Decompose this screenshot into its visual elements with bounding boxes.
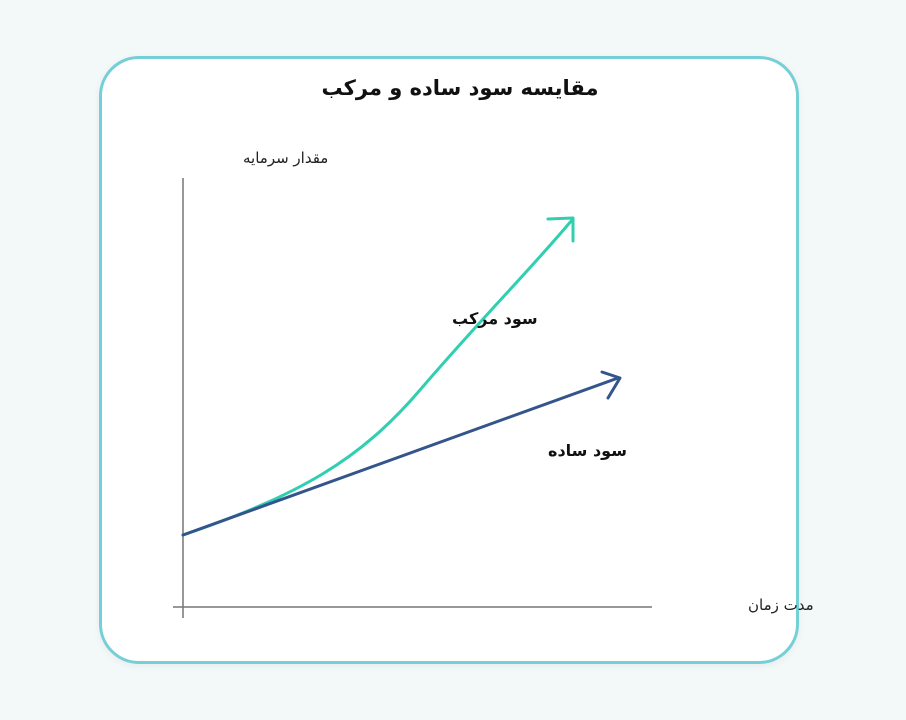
diagram-title: مقایسه سود ساده و مرکب	[321, 76, 598, 100]
compound-arrowhead	[546, 216, 575, 243]
x-axis-label: مدت زمان	[748, 596, 814, 614]
simple-interest-line	[181, 376, 620, 537]
compound-interest-label: سود مرکب	[452, 309, 538, 328]
y-axis-label: مقدار سرمایه	[243, 149, 328, 167]
simple-arrowhead	[600, 370, 622, 400]
diagram-card	[99, 56, 799, 664]
compound-interest-curve	[181, 218, 574, 537]
simple-interest-label: سود ساده	[548, 441, 627, 460]
